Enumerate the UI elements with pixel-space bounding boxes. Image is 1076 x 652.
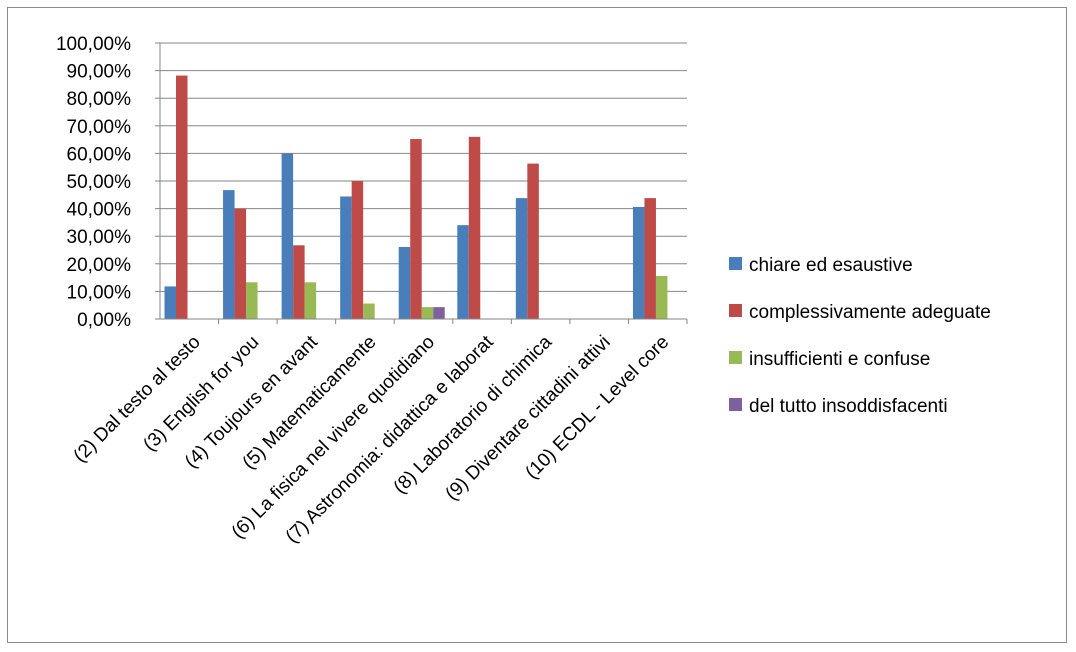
bar [223,190,235,319]
legend-label: insufficienti e confuse [749,349,930,370]
bar [644,198,656,319]
bar [176,75,188,320]
bar [363,303,375,319]
bars [164,75,668,320]
bar [468,136,481,319]
y-tick-label: 10,00% [67,282,132,303]
y-axis-ticks: 0,00% 10,00% 20,00% 30,00% 40,00% 50,00% 60,00… [56,34,131,331]
y-tick-label: 50,00% [67,172,132,193]
bar [515,198,528,319]
x-category-label: (7) Astronomia: didattica e laborat [282,331,498,547]
bar [234,208,247,319]
y-tick-label: 90,00% [67,62,132,83]
bar [410,139,422,319]
bar [527,163,539,319]
y-tick-label: 0,00% [77,310,131,331]
legend-label: del tutto insoddisfacenti [749,396,948,417]
bar [340,196,352,319]
y-tick-label: 20,00% [67,255,132,276]
y-tick-label: 30,00% [67,227,132,248]
legend-label: chiare ed esaustive [749,255,913,276]
legend-swatch [729,351,742,364]
legend-swatch [729,304,742,317]
bar [164,286,176,319]
bar [246,282,258,319]
y-tick-label: 60,00% [67,144,132,165]
bar [304,282,317,319]
legend-swatch [729,398,742,411]
x-axis-categories: (2) Dal testo al testo(3) English for yo… [70,331,674,547]
axes [155,42,688,324]
bar [433,307,445,319]
bar [421,307,434,319]
y-tick-label: 80,00% [67,89,132,110]
bar [293,245,305,319]
legend: chiare ed esaustive complessivamente adeg… [729,255,991,417]
bar [457,225,469,319]
legend-label: complessivamente adeguate [749,302,991,323]
y-tick-label: 100,00% [56,34,131,55]
legend-swatch [729,257,742,270]
y-tick-label: 70,00% [67,117,132,138]
bar [632,206,645,319]
bar [398,246,411,319]
bar [655,275,668,319]
bar [351,181,364,319]
y-tick-label: 40,00% [67,200,132,221]
bar [281,153,294,319]
